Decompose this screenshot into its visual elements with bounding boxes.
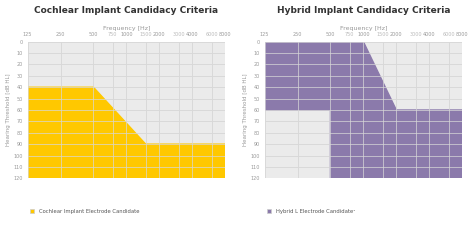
Y-axis label: Hearing Threshold [dB HL]: Hearing Threshold [dB HL]	[6, 74, 10, 146]
Title: Hybrid Implant Candidacy Criteria: Hybrid Implant Candidacy Criteria	[277, 6, 450, 15]
Polygon shape	[264, 42, 462, 178]
Title: Cochlear Implant Candidacy Criteria: Cochlear Implant Candidacy Criteria	[34, 6, 219, 15]
Legend: Cochlear Implant Electrode Candidate: Cochlear Implant Electrode Candidate	[30, 209, 139, 214]
Polygon shape	[27, 87, 225, 178]
X-axis label: Frequency [Hz]: Frequency [Hz]	[103, 26, 150, 31]
X-axis label: Frequency [Hz]: Frequency [Hz]	[340, 26, 387, 31]
Y-axis label: Hearing Threshold [dB HL]: Hearing Threshold [dB HL]	[243, 74, 247, 146]
Legend: Hybrid L Electrode Candidate¹: Hybrid L Electrode Candidate¹	[267, 209, 355, 214]
